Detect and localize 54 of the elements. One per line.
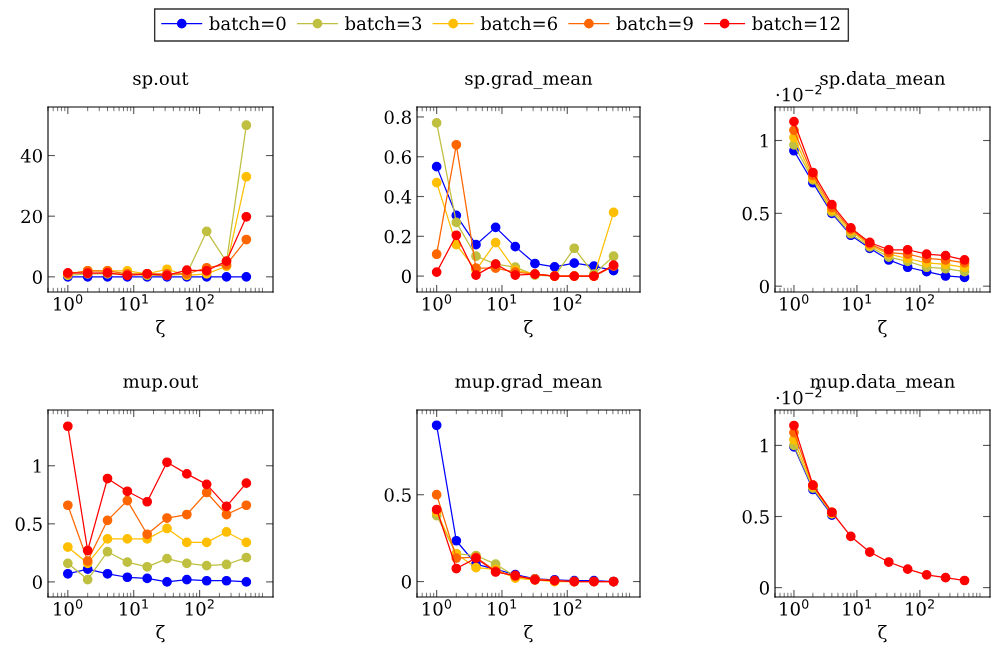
legend-label: batch=3 [345, 16, 422, 31]
x-tick-label: 10$^{0}$ [422, 599, 452, 616]
x-tick-label: 10$^{1}$ [120, 294, 148, 311]
x-axis-title: ζ [878, 624, 887, 643]
y-tick-label: 0 [759, 581, 769, 595]
y-tick-label: 1 [760, 133, 768, 148]
y-tick-label: 0.6 [384, 150, 411, 164]
y-tick-label: 0.2 [384, 229, 411, 244]
y-tick-label: 0 [32, 270, 42, 284]
chart-title: sp.data_mean [820, 71, 946, 90]
x-tick-label: 10$^{0}$ [780, 599, 809, 616]
x-tick-label: 10$^{1}$ [843, 294, 872, 311]
x-tick-label: 10$^{0}$ [422, 294, 452, 311]
legend-label: batch=12 [752, 16, 840, 31]
y-tick-label: 0.5 [742, 206, 769, 221]
chart-title: sp.out [133, 72, 189, 89]
y-tick-label: 0.8 [384, 110, 411, 125]
y-tick-label: 1 [33, 459, 41, 473]
legend-label: batch=0 [209, 16, 286, 31]
x-tick-label: 10$^{0}$ [54, 599, 83, 616]
x-tick-label: 10$^{2}$ [553, 294, 582, 311]
x-tick-label: 10$^{2}$ [906, 599, 934, 616]
legend-label: batch=9 [616, 16, 693, 31]
x-tick-label: 10$^{1}$ [843, 599, 872, 616]
x-tick-label: 10$^{0}$ [780, 294, 809, 311]
y-tick-label: 1 [760, 438, 768, 453]
legend-label: batch=6 [480, 16, 558, 31]
y-tick-label: 0 [401, 575, 411, 589]
y-tick-label: 0.5 [15, 517, 42, 531]
x-tick-label: 10$^{1}$ [120, 599, 148, 616]
x-tick-label: 10$^{1}$ [488, 599, 517, 616]
x-axis-title: ζ [524, 319, 533, 338]
x-axis-title: ζ [156, 624, 165, 643]
chart-title: mup.grad_mean [455, 374, 602, 393]
y-tick-label: 0 [32, 575, 42, 590]
chart-title: mup.out [123, 375, 199, 392]
y-tick-label: 20 [21, 209, 42, 224]
x-tick-label: 10$^{1}$ [488, 294, 517, 311]
text: ·10$^{−2}$ [776, 84, 822, 102]
x-tick-label: 10$^{2}$ [185, 294, 214, 311]
x-tick-label: 10$^{0}$ [54, 294, 83, 311]
y-tick-label: 40 [20, 148, 42, 163]
chart-title: sp.grad_mean [465, 71, 593, 90]
x-tick-label: 10$^{2}$ [906, 294, 934, 311]
x-tick-label: 10$^{2}$ [553, 599, 582, 616]
y-tick-label: 0.5 [742, 509, 769, 524]
y-tick-label: 0.5 [384, 488, 411, 502]
y-tick-label: 0.4 [384, 189, 412, 204]
y-tick-label: 0 [401, 269, 411, 284]
y-tick-label: 0 [759, 279, 769, 294]
x-axis-title: ζ [156, 319, 165, 338]
x-axis-title: ζ [878, 319, 887, 338]
x-axis-title: ζ [524, 624, 533, 643]
x-tick-label: 10$^{2}$ [185, 599, 214, 616]
